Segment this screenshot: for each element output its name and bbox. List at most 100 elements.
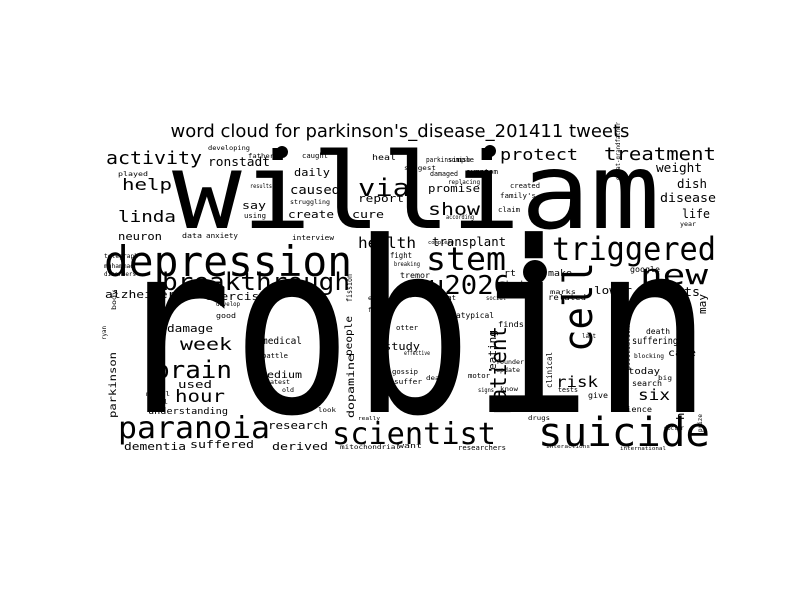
- word: disease: [660, 191, 716, 205]
- word: husband: [506, 280, 540, 288]
- word: treatment: [604, 144, 716, 165]
- word: via: [358, 174, 410, 202]
- word: battle: [262, 352, 288, 360]
- word: suicide: [538, 410, 710, 456]
- word: ryan: [101, 326, 108, 340]
- word: year: [680, 221, 696, 228]
- word: science: [616, 405, 652, 414]
- word: know: [500, 386, 518, 393]
- word: transplant: [432, 235, 506, 249]
- word: fails: [368, 307, 386, 314]
- word: replacing: [448, 179, 480, 186]
- word: understanding: [148, 407, 228, 417]
- word: caused: [290, 183, 340, 197]
- word: give: [588, 391, 608, 400]
- word: old: [282, 387, 294, 394]
- word: last: [582, 333, 596, 340]
- word: william: [172, 131, 660, 253]
- word: hour: [175, 387, 225, 407]
- word: depression: [104, 237, 352, 286]
- word: latest: [266, 379, 290, 386]
- word: may: [696, 294, 709, 314]
- word: google: [630, 265, 660, 274]
- word: motor: [468, 372, 490, 380]
- word: look: [318, 407, 336, 414]
- word: robin: [112, 192, 712, 469]
- word: social: [486, 295, 506, 302]
- word: scientist: [332, 417, 496, 452]
- word: great: [434, 294, 456, 302]
- word: complete: [428, 240, 454, 246]
- word: claim: [498, 206, 520, 214]
- word: international: [620, 446, 666, 452]
- word: daily: [294, 166, 330, 179]
- word: disorders: [104, 271, 136, 278]
- word: symptom: [466, 168, 498, 176]
- word: neuron: [118, 230, 162, 243]
- word: association: [624, 326, 632, 370]
- word: damaged: [430, 170, 458, 178]
- word: dish: [677, 177, 707, 191]
- word: simple: [448, 156, 474, 164]
- word: huge: [398, 289, 418, 298]
- word: new: [640, 258, 708, 291]
- word: drugs: [528, 415, 550, 422]
- word: heal: [372, 153, 396, 162]
- word: related: [548, 293, 586, 302]
- word: body: [111, 289, 118, 310]
- word: finds: [498, 320, 524, 329]
- word: family's: [500, 192, 536, 200]
- word: telegraph: [104, 253, 138, 260]
- word: medium: [260, 370, 302, 381]
- word: interactions: [546, 444, 590, 450]
- word: really: [358, 416, 380, 422]
- word: prize: [697, 414, 704, 432]
- word: developing: [208, 145, 250, 152]
- page-title: word cloud for parkinson's_disease_20141…: [170, 121, 630, 142]
- word: habits: [652, 285, 700, 299]
- word: breakthrough: [162, 268, 350, 296]
- word: created: [510, 182, 540, 190]
- word: good: [216, 312, 236, 320]
- word: report: [358, 192, 404, 205]
- word: protect: [500, 145, 578, 164]
- word: weight: [656, 161, 702, 175]
- word: signs: [478, 387, 494, 394]
- word: dementia: [124, 440, 186, 453]
- word: u2026: [428, 271, 510, 301]
- word: mitochondrial: [340, 444, 400, 451]
- word: dopamine: [346, 354, 357, 418]
- word: suffered: [190, 438, 254, 451]
- word: health: [358, 234, 416, 252]
- word: suggest: [404, 165, 436, 172]
- word: rt: [504, 269, 516, 279]
- word: cure: [352, 208, 384, 221]
- word: say: [242, 199, 266, 212]
- word: brain: [154, 356, 232, 384]
- word: promise: [428, 182, 480, 195]
- word: muhammad: [104, 263, 134, 270]
- word: cell: [556, 262, 602, 352]
- word: atypical: [456, 311, 494, 320]
- word: data: [182, 232, 202, 240]
- word: doctor: [664, 425, 684, 432]
- word: played: [118, 171, 149, 178]
- word: week: [180, 335, 232, 355]
- word: search: [632, 379, 662, 388]
- word: researchers: [458, 444, 506, 452]
- word: results: [250, 183, 272, 190]
- word: fission: [345, 274, 354, 302]
- word: care: [668, 348, 696, 359]
- word: medical: [262, 336, 302, 347]
- word: gossip: [392, 368, 418, 376]
- word: suffer: [394, 378, 422, 386]
- word: hope: [674, 390, 687, 420]
- word: tests: [558, 386, 578, 394]
- word: activity: [106, 148, 202, 169]
- word: help: [122, 175, 172, 194]
- word: research: [268, 419, 328, 432]
- word: found: [516, 286, 540, 294]
- word: linda: [118, 207, 176, 226]
- word: effective: [404, 350, 430, 357]
